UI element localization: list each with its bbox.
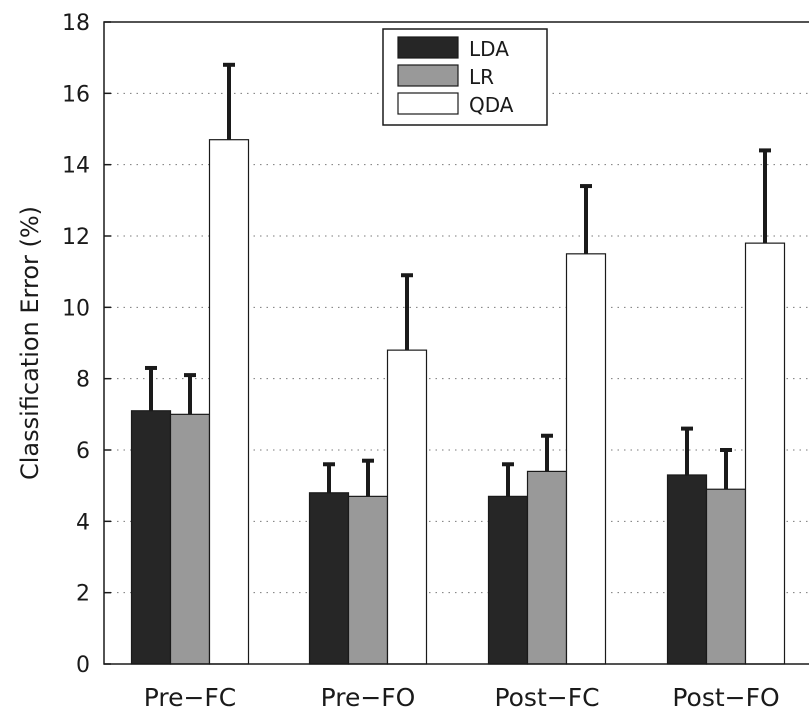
- y-tick-label: 8: [76, 368, 90, 393]
- bar-lr-1: [347, 495, 389, 665]
- y-tick-label: 10: [62, 296, 90, 321]
- plot-frame: [103, 21, 809, 665]
- bar-lda-0: [130, 410, 172, 665]
- bar-qda-2: [565, 253, 607, 665]
- x-category-label: Post−FC: [494, 683, 599, 712]
- legend-swatch-lda: [397, 36, 459, 59]
- bar-qda-0: [208, 139, 250, 665]
- y-tick-label: 0: [76, 653, 90, 678]
- bar-qda-3: [744, 242, 786, 665]
- y-tick-label: 16: [62, 82, 90, 107]
- legend-swatch-lr: [397, 64, 459, 87]
- y-axis-label: Classification Error (%): [16, 206, 44, 480]
- y-tick-label: 2: [76, 582, 90, 607]
- bars: [130, 139, 786, 665]
- x-category-label: Post−FO: [672, 683, 779, 712]
- bar-lr-0: [169, 413, 211, 665]
- bar-lr-3: [705, 488, 747, 665]
- y-tick-label: 6: [76, 439, 90, 464]
- legend-label-qda: QDA: [469, 93, 514, 117]
- y-tick-label: 18: [62, 11, 90, 36]
- y-tick-label: 4: [76, 510, 90, 535]
- y-axis-ticks: 0 2 4 6 8 10 12 14 16 18: [62, 11, 111, 678]
- x-axis-categories: Pre−FC Pre−FO Post−FC Post−FO: [144, 683, 780, 712]
- legend-swatch-qda: [397, 92, 459, 115]
- legend-label-lda: LDA: [469, 37, 509, 61]
- error-bars: [145, 62, 771, 497]
- bar-lda-1: [308, 492, 350, 665]
- x-category-label: Pre−FC: [144, 683, 237, 712]
- y-tick-label: 14: [62, 154, 90, 179]
- bar-lda-3: [666, 474, 708, 665]
- x-category-label: Pre−FO: [321, 683, 416, 712]
- legend-label-lr: LR: [469, 65, 494, 89]
- y-tick-label: 12: [62, 225, 90, 250]
- legend: LDA LR QDA: [382, 28, 548, 126]
- bar-qda-1: [386, 349, 428, 665]
- bar-lr-2: [526, 470, 568, 665]
- bar-lda-2: [487, 495, 529, 665]
